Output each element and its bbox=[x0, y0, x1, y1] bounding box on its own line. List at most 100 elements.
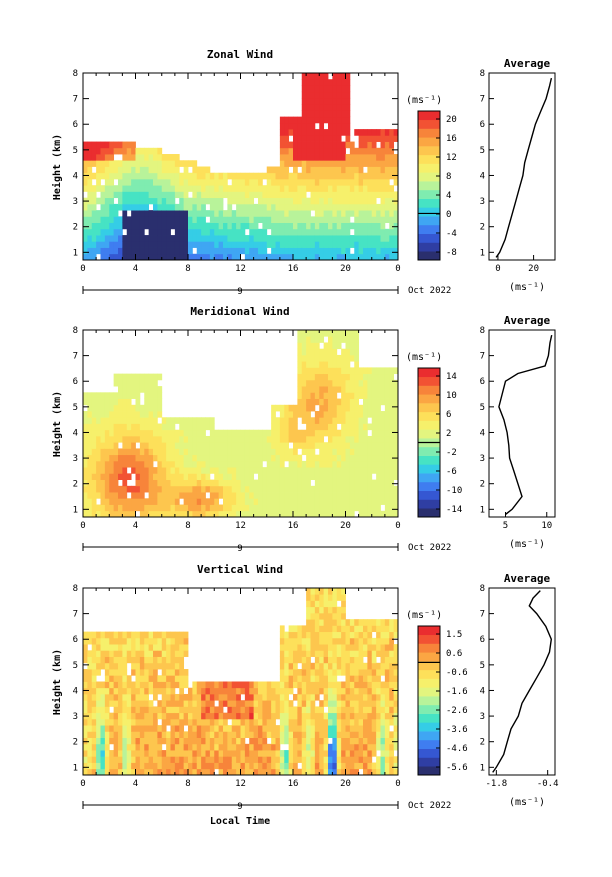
vertical-heatmap-cell bbox=[188, 768, 193, 776]
meridional-heatmap-cell bbox=[349, 504, 355, 512]
zonal-heatmap-cell bbox=[244, 241, 250, 248]
zonal-heatmap-cell bbox=[319, 154, 325, 161]
zonal-heatmap-cell bbox=[249, 253, 255, 261]
meridional-heatmap-cell bbox=[271, 485, 276, 493]
vertical-heatmap-cell bbox=[104, 743, 110, 751]
zonal-heatmap-cell bbox=[328, 178, 333, 186]
zonal-heatmap-cell bbox=[297, 222, 303, 230]
vertical-heatmap-cell bbox=[332, 675, 338, 682]
zonal-heatmap-cell bbox=[363, 216, 368, 223]
meridional-heatmap-cell bbox=[376, 411, 381, 418]
vertical-heatmap-cell bbox=[109, 675, 115, 682]
zonal-heatmap-cell bbox=[271, 166, 276, 174]
zonal-heatmap-cell bbox=[306, 178, 311, 186]
zonal-heatmap-cell bbox=[393, 241, 399, 248]
vertical-heatmap-cell bbox=[104, 718, 110, 726]
vertical-heatmap-cell bbox=[96, 725, 101, 732]
meridional-heatmap-cell bbox=[209, 504, 215, 512]
meridional-heatmap-cell bbox=[279, 454, 285, 462]
vertical-heatmap-cell bbox=[244, 693, 250, 701]
zonal-heatmap-cell bbox=[288, 203, 294, 211]
zonal-heatmap-cell bbox=[319, 97, 325, 105]
vertical-heatmap-cell bbox=[139, 656, 145, 664]
vertical-heatmap-cell bbox=[170, 675, 176, 682]
meridional-heatmap-cell bbox=[279, 498, 285, 505]
zonal-heatmap-cell bbox=[371, 160, 377, 167]
zonal-heatmap-cell bbox=[341, 185, 346, 192]
zonal-heatmap-cell bbox=[87, 147, 93, 155]
vertical-heatmap-cell bbox=[218, 718, 224, 726]
meridional-heatmap-cell bbox=[349, 454, 355, 462]
zonal-heatmap-cell bbox=[341, 216, 346, 223]
zonal-heatmap-cell bbox=[284, 141, 290, 149]
zonal-heatmap-cell bbox=[328, 110, 333, 118]
meridional-heatmap-cell bbox=[293, 429, 298, 437]
vertical-heatmap-cell bbox=[209, 762, 215, 770]
meridional-heatmap-cell bbox=[148, 473, 154, 480]
zonal-heatmap-cell bbox=[109, 203, 115, 211]
zonal-heatmap-cell bbox=[144, 235, 150, 242]
meridional-heatmap-cell bbox=[389, 429, 395, 437]
meridional-heatmap-cell bbox=[380, 423, 386, 431]
vertical-heatmap-cell bbox=[214, 731, 220, 738]
vertical-heatmap-cell bbox=[161, 737, 167, 745]
meridional-heatmap-cell bbox=[393, 379, 399, 387]
meridional-heatmap-cell bbox=[293, 435, 298, 443]
vertical-heatmap-cell bbox=[174, 750, 180, 757]
zonal-heatmap-cell bbox=[314, 191, 320, 199]
meridional-heatmap-cell bbox=[87, 479, 93, 487]
meridional-heatmap-cell bbox=[367, 448, 373, 456]
zonal-heatmap-cell bbox=[310, 135, 316, 142]
meridional-y-tick-label: 4 bbox=[73, 428, 78, 438]
zonal-heatmap-cell bbox=[389, 147, 395, 155]
meridional-heatmap-cell bbox=[284, 467, 290, 474]
meridional-profile-title: Average bbox=[504, 314, 551, 327]
zonal-heatmap-cell bbox=[376, 222, 381, 230]
meridional-heatmap-cell bbox=[161, 429, 167, 437]
zonal-heatmap-cell bbox=[354, 172, 360, 180]
vertical-heatmap-cell bbox=[319, 712, 325, 720]
meridional-heatmap-cell bbox=[135, 435, 141, 443]
vertical-heatmap-cell bbox=[126, 631, 132, 639]
zonal-heatmap-cell bbox=[218, 216, 224, 223]
zonal-heatmap-cell bbox=[319, 85, 325, 93]
zonal-heatmap-cell bbox=[314, 228, 320, 236]
zonal-heatmap-cell bbox=[100, 216, 106, 223]
zonal-heatmap-cell bbox=[358, 160, 364, 167]
vertical-heatmap-cell bbox=[376, 662, 381, 670]
zonal-heatmap-cell bbox=[301, 197, 307, 205]
meridional-heatmap-cell bbox=[135, 417, 141, 424]
meridional-heatmap-cell bbox=[236, 454, 241, 462]
zonal-heatmap-cell bbox=[332, 135, 338, 142]
meridional-heatmap-cell bbox=[109, 411, 115, 418]
zonal-heatmap-cell bbox=[341, 253, 346, 261]
zonal-heatmap-cell bbox=[148, 197, 154, 205]
vertical-heatmap-cell bbox=[96, 637, 101, 645]
zonal-heatmap-cell bbox=[148, 166, 154, 174]
vertical-heatmap-cell bbox=[223, 743, 228, 751]
vertical-heatmap-cell bbox=[376, 637, 381, 645]
meridional-heatmap-cell bbox=[218, 504, 224, 512]
vertical-heatmap-cell bbox=[328, 756, 333, 763]
vertical-heatmap-cell bbox=[131, 687, 136, 695]
zonal-heatmap-cell bbox=[104, 241, 110, 248]
zonal-heatmap-cell bbox=[363, 253, 368, 261]
vertical-heatmap-cell bbox=[384, 662, 390, 670]
meridional-heatmap-cell bbox=[371, 492, 377, 499]
meridional-heatmap-cell bbox=[393, 473, 399, 480]
meridional-profile-xlabel: (ms⁻¹) bbox=[509, 539, 545, 550]
vertical-heatmap-cell bbox=[393, 687, 399, 695]
zonal-heatmap-cell bbox=[310, 166, 316, 174]
zonal-y-tick-label: 1 bbox=[73, 248, 78, 258]
zonal-heatmap-cell bbox=[113, 222, 119, 230]
vertical-heatmap-cell bbox=[323, 756, 329, 763]
meridional-heatmap-cell bbox=[314, 435, 320, 443]
meridional-heatmap-cell bbox=[332, 336, 338, 343]
zonal-heatmap-cell bbox=[231, 253, 237, 261]
zonal-heatmap-cell bbox=[389, 172, 395, 180]
vertical-heatmap-cell bbox=[376, 631, 381, 639]
vertical-heatmap-cell bbox=[297, 693, 303, 701]
meridional-heatmap-cell bbox=[236, 510, 241, 518]
zonal-heatmap-cell bbox=[240, 241, 246, 248]
vertical-heatmap-cell bbox=[284, 700, 290, 707]
